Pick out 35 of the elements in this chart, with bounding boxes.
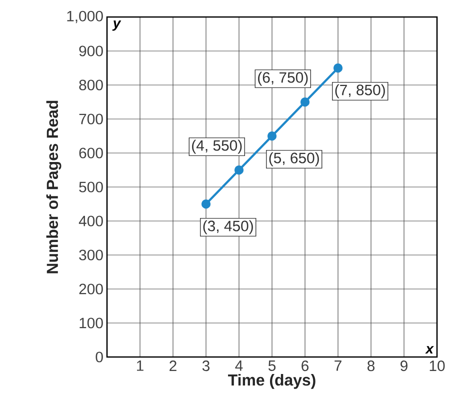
y-tick-label: 100 [80,318,103,328]
y-tick-label: 600 [79,148,103,158]
data-label: (3, 450) [203,220,253,234]
x-axis-title: Time (days) [228,374,316,389]
x-tick-label: 4 [235,360,243,371]
point [201,199,211,209]
x-tick-label: 5 [268,360,276,371]
x-tick-label: 3 [202,360,210,372]
y-axis-title: Number of Pages Read [46,100,62,274]
x-tick-label: 7 [334,360,342,371]
point [267,131,277,141]
y-tick-label: 200 [79,284,103,294]
y-tick-label: 900 [79,46,103,56]
point [333,63,343,73]
y-tick-label: 700 [79,114,103,124]
data-label: (4, 550) [192,140,242,154]
y-tick-label: 800 [79,80,103,90]
annotation: y [112,20,122,31]
y-tick-label: 300 [79,250,103,260]
x-tick-label: 9 [400,360,408,372]
y-tick-label: 1,000 [67,10,103,24]
point [234,165,244,175]
x-tick-label: 2 [170,360,176,371]
data-label: (5, 650) [269,152,319,166]
x-tick-label: 10 [430,360,445,372]
x-tick-label: 6 [302,360,309,372]
y-tick-label: 400 [78,216,103,226]
data-label: (7, 850) [335,84,385,98]
x-tick-label: 8 [368,360,375,372]
y-tick-label: 500 [79,182,103,192]
annotation: x [425,346,434,354]
data-label: (6, 750) [258,72,308,86]
point [300,97,310,107]
y-tick-label: 0 [96,352,103,362]
x-tick-label: 1 [136,360,144,371]
